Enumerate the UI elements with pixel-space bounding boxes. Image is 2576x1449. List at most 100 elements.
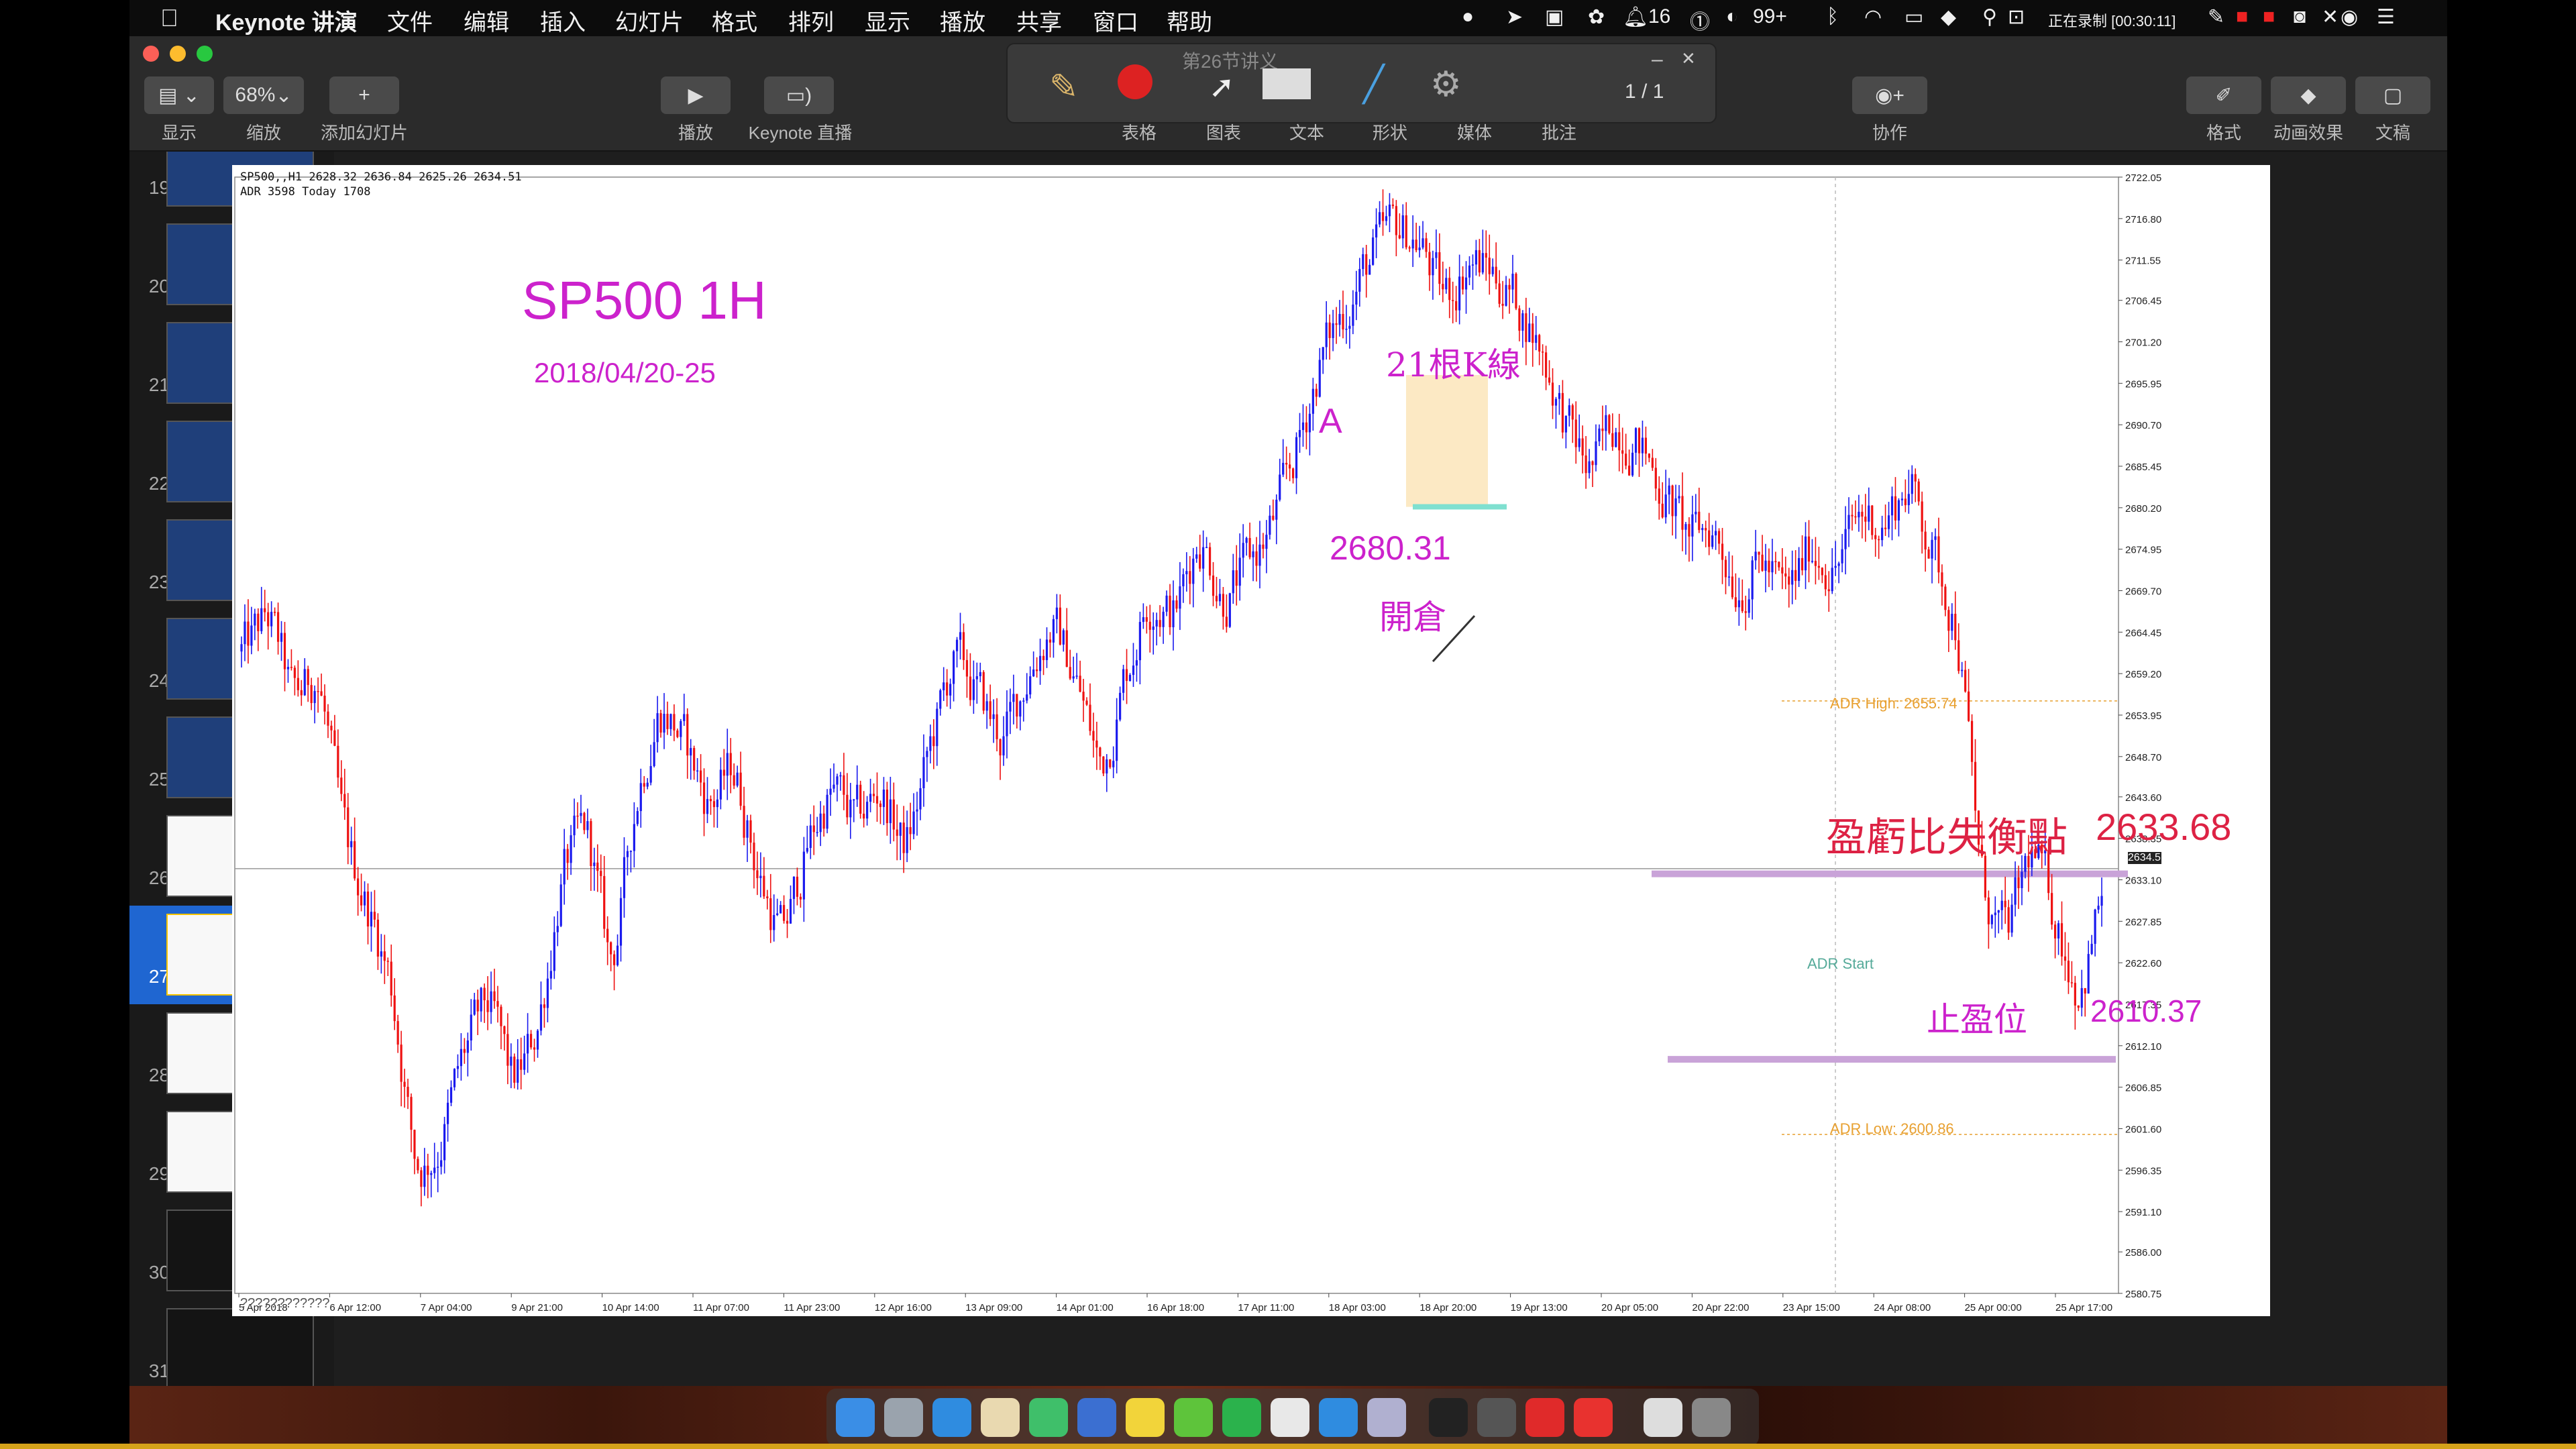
- chrome-icon[interactable]: [1271, 1398, 1309, 1437]
- bluetooth-icon[interactable]: ᛒ: [1827, 5, 1839, 28]
- pencil-tool-icon[interactable]: ✎: [1049, 68, 1079, 107]
- collaborate-button[interactable]: ◉+: [1852, 76, 1927, 114]
- zoom-dropdown[interactable]: 68% ⌄: [223, 76, 304, 114]
- keynote-icon[interactable]: [1077, 1398, 1116, 1437]
- app-menu[interactable]: Keynote 讲演: [215, 10, 358, 36]
- candle-body: [763, 875, 765, 897]
- trash-icon[interactable]: [1692, 1398, 1731, 1437]
- apple-menu-icon[interactable]: : [160, 4, 178, 32]
- siri-icon[interactable]: ●: [1462, 5, 1474, 28]
- view-button[interactable]: ▤ ⌄: [144, 76, 214, 114]
- xmind-icon[interactable]: [1525, 1398, 1564, 1437]
- close-window-button[interactable]: [143, 46, 159, 62]
- line-tool-icon[interactable]: ╱: [1363, 65, 1385, 104]
- y-tick-label: 2695.95: [2125, 378, 2161, 390]
- pages-icon[interactable]: [981, 1398, 1020, 1437]
- candle-body: [1754, 551, 1757, 561]
- notification-bell-icon[interactable]: 🔔︎: [1623, 6, 1649, 28]
- rectangle-tool-icon[interactable]: [1263, 68, 1311, 99]
- candle-body: [1401, 215, 1404, 239]
- numbers-icon[interactable]: [1029, 1398, 1068, 1437]
- settings-gear-icon[interactable]: ⚙: [1430, 65, 1462, 104]
- candle-body: [1185, 571, 1188, 575]
- menu-help[interactable]: 帮助: [1167, 10, 1212, 36]
- candle-body: [1505, 284, 1507, 306]
- menu-insert[interactable]: 插入: [540, 10, 586, 36]
- animate-button[interactable]: ◆: [2271, 76, 2346, 114]
- candle-body: [846, 794, 849, 818]
- candle-body: [529, 1034, 533, 1048]
- minimize-window-button[interactable]: [170, 46, 186, 62]
- camera-icon[interactable]: ◙: [2294, 5, 2306, 28]
- mail-icon[interactable]: [1319, 1398, 1358, 1437]
- battery-icon[interactable]: ▭: [1904, 6, 1924, 28]
- slide-thumbnail[interactable]: [166, 1308, 314, 1386]
- wifi-icon[interactable]: ◠: [1864, 6, 1882, 28]
- candle-body: [1342, 314, 1344, 330]
- menu-slide[interactable]: 幻灯片: [615, 10, 684, 36]
- menu-share[interactable]: 共享: [1016, 10, 1062, 36]
- location-icon[interactable]: ➤: [1506, 6, 1523, 28]
- candle-body: [666, 714, 669, 729]
- color-picker-icon[interactable]: [1118, 64, 1152, 99]
- downloads-icon[interactable]: [1644, 1398, 1682, 1437]
- menu-format[interactable]: 格式: [712, 10, 757, 36]
- activity-monitor-icon[interactable]: [1477, 1398, 1516, 1437]
- keynote-live-button[interactable]: ▭): [764, 76, 834, 114]
- candle-body: [307, 669, 309, 686]
- slide-number: 25: [148, 769, 170, 790]
- evernote-dock-icon[interactable]: [1222, 1398, 1261, 1437]
- wechat-icon[interactable]: [1174, 1398, 1213, 1437]
- candle-body: [1644, 437, 1648, 454]
- netease-music-icon[interactable]: [1574, 1398, 1613, 1437]
- document-button[interactable]: ▢: [2355, 76, 2430, 114]
- menu-arrange[interactable]: 排列: [788, 10, 834, 36]
- one-password-icon[interactable]: ⓵: [1690, 11, 1710, 34]
- control-center-icon[interactable]: ☰: [2377, 6, 2395, 28]
- menu-file[interactable]: 文件: [387, 10, 433, 36]
- user-avatar-icon[interactable]: ◉: [2341, 6, 2359, 28]
- record-red-icon[interactable]: ■: [2236, 5, 2249, 28]
- screen-record-icon[interactable]: ▣: [1545, 6, 1564, 28]
- candle-body: [297, 678, 299, 690]
- candle-body: [1418, 247, 1421, 251]
- close-icon[interactable]: ✕: [2322, 6, 2339, 28]
- badge-icon[interactable]: ◐: [1726, 5, 1739, 28]
- candle-body: [699, 770, 702, 783]
- candle-body: [946, 682, 949, 696]
- input-method-icon[interactable]: ◆: [1941, 6, 1957, 28]
- pen-icon[interactable]: ✎: [2208, 6, 2225, 28]
- stop-icon[interactable]: ■: [2263, 5, 2275, 28]
- slide-number: 26: [148, 867, 170, 888]
- terminal-icon[interactable]: [1429, 1398, 1468, 1437]
- candle-body: [1016, 694, 1018, 717]
- x-tick-label: 14 Apr 01:00: [1057, 1302, 1114, 1313]
- candle-body: [380, 951, 382, 957]
- minimize-toolbar-icon[interactable]: –: [1652, 48, 1663, 70]
- photos-icon[interactable]: [1367, 1398, 1406, 1437]
- menu-view[interactable]: 显示: [865, 10, 910, 36]
- select-arrow-icon[interactable]: ➚: [1209, 69, 1235, 104]
- evernote-icon[interactable]: ✿: [1588, 6, 1605, 28]
- close-toolbar-icon[interactable]: ✕: [1681, 48, 1696, 68]
- candle-body: [1761, 554, 1764, 571]
- candle-body: [490, 991, 492, 1012]
- menu-edit[interactable]: 编辑: [464, 10, 509, 36]
- add-slide-button[interactable]: +: [329, 76, 399, 114]
- qq-icon[interactable]: [1126, 1398, 1165, 1437]
- slide[interactable]: 2722.05 2716.80 2711.55 2706.45 2701.20 2695.…: [232, 165, 2270, 1316]
- display-icon[interactable]: ⊡: [2008, 6, 2025, 28]
- zoom-window-button[interactable]: [197, 46, 213, 62]
- spotlight-icon[interactable]: ⚲: [1982, 6, 1997, 28]
- candle-body: [396, 1021, 399, 1045]
- launchpad-icon[interactable]: [884, 1398, 923, 1437]
- candle-body: [1941, 572, 1943, 587]
- menu-play[interactable]: 播放: [940, 10, 985, 36]
- collaborate-label: 协作: [1872, 123, 1907, 143]
- format-button[interactable]: ✐: [2186, 76, 2261, 114]
- play-button[interactable]: ▶: [661, 76, 731, 114]
- safari-icon[interactable]: [932, 1398, 971, 1437]
- menu-window[interactable]: 窗口: [1093, 10, 1138, 36]
- finder-icon[interactable]: [836, 1398, 875, 1437]
- candle-body: [254, 613, 256, 626]
